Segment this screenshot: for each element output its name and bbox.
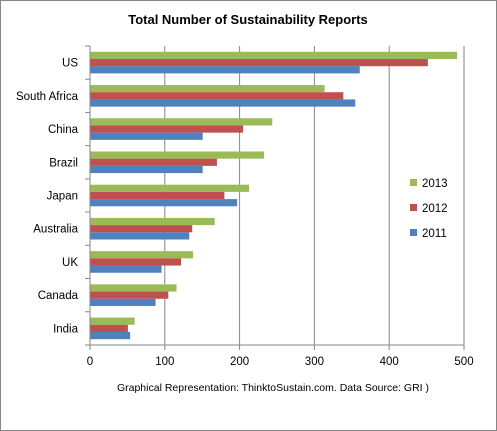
- bar-india-2011: [90, 331, 131, 340]
- legend-label-2011: 2011: [422, 228, 447, 240]
- bar-india-2013: [90, 317, 135, 325]
- category-label: China: [48, 124, 79, 136]
- bar-uk-2012: [90, 258, 182, 266]
- category-label: Japan: [47, 191, 78, 203]
- bar-brazil-2013: [90, 151, 265, 159]
- legend-swatch-2012: [410, 204, 417, 211]
- category-label: Australia: [33, 224, 78, 236]
- bar-australia-2013: [90, 217, 215, 226]
- category-label: UK: [62, 257, 78, 269]
- category-labels: US South Africa China Brazil Japan Australia U…: [16, 58, 79, 336]
- category-label: US: [62, 58, 78, 70]
- x-tick-label: 300: [305, 356, 324, 368]
- bar-uk-2011: [90, 265, 162, 273]
- legend-swatch-2011: [410, 229, 417, 236]
- bar-japan-2013: [90, 184, 250, 192]
- bar-india-2012: [90, 324, 128, 332]
- bar-australia-2011: [90, 232, 190, 240]
- legend-label-2012: 2012: [422, 203, 448, 215]
- bars: [90, 51, 458, 340]
- x-tick-label: 0: [87, 356, 93, 368]
- legend: 2013 2012 2011: [410, 178, 448, 240]
- x-tick-label: 200: [230, 356, 249, 368]
- x-tick-label: 100: [155, 356, 174, 368]
- bar-us-2012: [90, 59, 428, 67]
- bar-us-2011: [90, 66, 360, 74]
- legend-swatch-2013: [410, 179, 417, 186]
- category-label: India: [53, 323, 79, 335]
- x-tick-label: 400: [380, 356, 399, 368]
- bar-south-africa-2013: [90, 85, 325, 93]
- chart-title: Total Number of Sustainability Reports: [128, 12, 368, 27]
- chart-caption: Graphical Representation: ThinktoSustain…: [117, 382, 429, 394]
- legend-label-2013: 2013: [422, 178, 448, 190]
- x-tick-labels: 0 100 200 300 400 500: [87, 356, 474, 368]
- bar-south-africa-2012: [90, 92, 344, 100]
- category-label: Brazil: [49, 157, 78, 169]
- bar-brazil-2012: [90, 158, 217, 166]
- bar-australia-2012: [90, 225, 193, 233]
- bar-china-2013: [90, 118, 273, 126]
- bar-canada-2011: [90, 298, 156, 306]
- bar-uk-2013: [90, 251, 193, 259]
- category-label: Canada: [38, 290, 79, 302]
- bar-japan-2012: [90, 191, 225, 200]
- bar-us-2013: [90, 51, 458, 60]
- axes: [85, 45, 465, 350]
- category-label: South Africa: [16, 91, 79, 103]
- x-tick-label: 500: [454, 356, 473, 368]
- bar-china-2012: [90, 125, 244, 133]
- bar-canada-2013: [90, 284, 177, 292]
- bar-japan-2011: [90, 199, 238, 207]
- bar-canada-2012: [90, 291, 169, 299]
- bar-south-africa-2011: [90, 99, 356, 107]
- bar-china-2011: [90, 132, 203, 140]
- bar-brazil-2011: [90, 165, 203, 174]
